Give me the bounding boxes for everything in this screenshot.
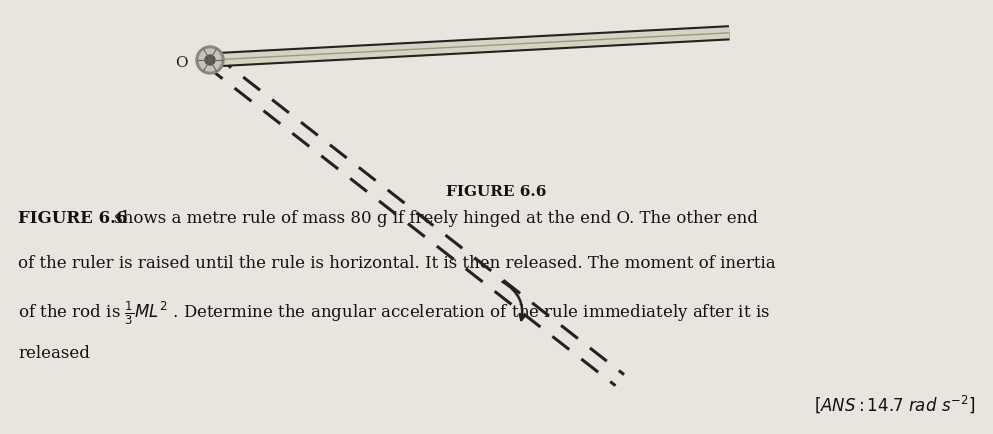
Circle shape bbox=[196, 46, 224, 74]
Circle shape bbox=[205, 55, 215, 65]
Text: released: released bbox=[18, 345, 90, 362]
Text: of the ruler is raised until the rule is horizontal. It is then released. The mo: of the ruler is raised until the rule is… bbox=[18, 255, 776, 272]
Circle shape bbox=[199, 49, 221, 71]
Text: O: O bbox=[176, 56, 188, 70]
Text: FIGURE 6.6: FIGURE 6.6 bbox=[446, 185, 546, 199]
Text: FIGURE 6.6: FIGURE 6.6 bbox=[18, 210, 127, 227]
Text: $[ANS : 14.7\ \mathit{rad}\ \mathit{s}^{-2}]$: $[ANS : 14.7\ \mathit{rad}\ \mathit{s}^{… bbox=[813, 393, 975, 415]
Text: of the rod is $\frac{1}{3}ML^2$ . Determine the angular acceleration of the rule: of the rod is $\frac{1}{3}ML^2$ . Determ… bbox=[18, 300, 771, 327]
Text: shows a metre rule of mass 80 g if freely hinged at the end O. The other end: shows a metre rule of mass 80 g if freel… bbox=[109, 210, 758, 227]
